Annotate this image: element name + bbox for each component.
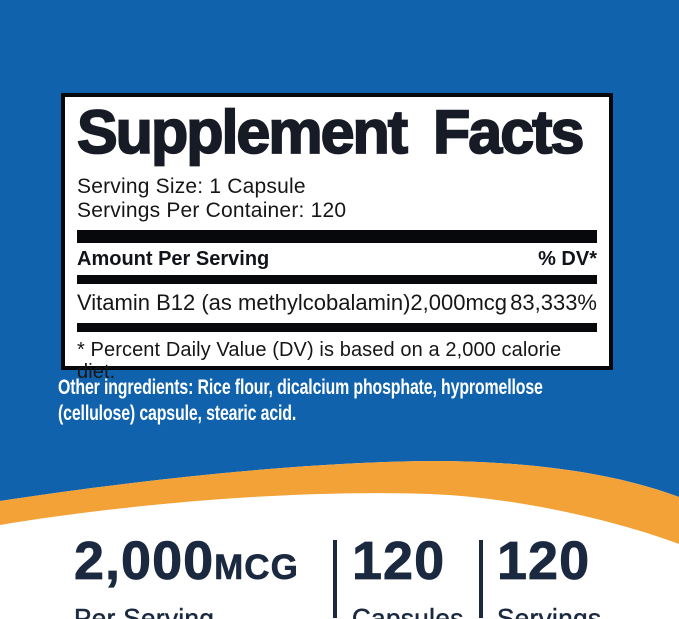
nutrient-name: Vitamin B12 (as methylcobalamin) <box>77 290 411 315</box>
supplement-facts-title: Supplement Facts <box>76 98 585 166</box>
capsules-value: 120 <box>352 534 464 598</box>
serving-size-text: Serving Size: 1 Capsule <box>77 175 306 198</box>
other-ingredients-line1: Other ingredients: Rice flour, dicalcium… <box>58 375 543 399</box>
divider-bar-thick <box>77 230 597 243</box>
amount-per-serving-header: Amount Per Serving <box>77 248 270 270</box>
servings-number: 120 <box>497 531 591 591</box>
nutrient-row: Vitamin B12 (as methylcobalamin) 2,000mc… <box>77 292 597 314</box>
dosage-stat: 2,000MCG Per Serving <box>74 534 299 619</box>
divider-bar <box>77 323 597 332</box>
percent-dv-header: % DV* <box>538 248 597 270</box>
servings-stat: 120 Servings <box>497 534 602 619</box>
capsules-stat: 120 Capsules <box>352 534 464 619</box>
dosage-value: 2,000MCG <box>74 534 299 598</box>
divider-bar <box>77 275 597 284</box>
capsules-number: 120 <box>352 531 446 591</box>
stat-divider <box>333 540 337 618</box>
dosage-label: Per Serving <box>74 603 215 619</box>
servings-per-container-text: Servings Per Container: 120 <box>77 199 347 222</box>
other-ingredients-line2: (cellulose) capsule, stearic acid. <box>58 401 297 425</box>
dosage-unit: MCG <box>214 548 299 588</box>
other-ingredients-text: Other ingredients: Rice flour, dicalcium… <box>58 374 678 426</box>
stat-divider <box>479 540 483 618</box>
servings-value: 120 <box>497 534 601 598</box>
bottom-stats: 2,000MCG Per Serving 120 Capsules 120 Se… <box>0 534 679 619</box>
amount-header-row: Amount Per Serving % DV* <box>77 249 597 269</box>
capsules-label: Capsules <box>352 603 464 619</box>
nutrient-dv: 83,333% <box>510 290 597 315</box>
dosage-number: 2,000 <box>74 531 215 591</box>
servings-label: Servings <box>497 603 602 619</box>
orange-swoosh <box>0 461 679 544</box>
supplement-facts-panel: Supplement Facts Serving Size: 1 Capsule… <box>61 93 613 383</box>
nutrient-amount: 2,000mcg <box>410 290 508 315</box>
dv-footnote-text: * Percent Daily Value (DV) is based on a… <box>77 339 562 383</box>
